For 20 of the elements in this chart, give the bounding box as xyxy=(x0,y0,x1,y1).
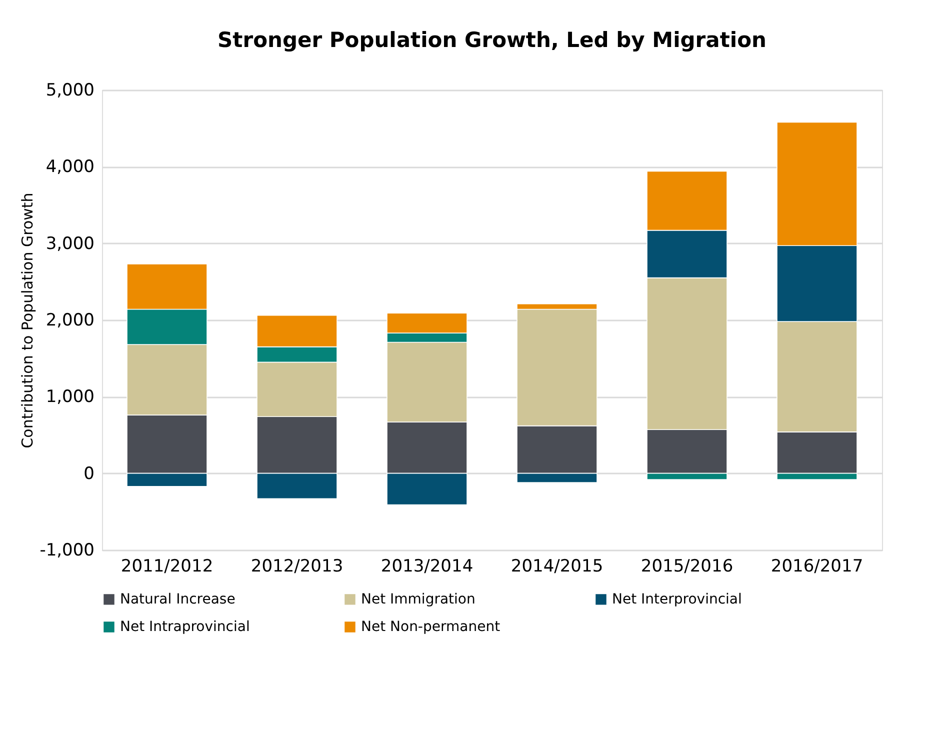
legend-label: Net Interprovincial xyxy=(612,591,742,608)
y-tick-label: 1,000 xyxy=(46,387,94,408)
legend-label: Net Non-permanent xyxy=(361,619,501,635)
x-tick-label: 2014/2015 xyxy=(510,556,604,576)
x-tick-label: 2011/2012 xyxy=(120,556,214,576)
y-axis-title: Contribution to Population Growth xyxy=(18,192,37,448)
y-tick-label: 4,000 xyxy=(46,157,94,178)
x-tick-label: 2016/2017 xyxy=(770,556,864,576)
y-tick-label: 5,000 xyxy=(46,80,94,100)
y-tick-label: 2,000 xyxy=(46,310,94,330)
chart-title: Stronger Population Growth, Led by Migration xyxy=(218,28,766,52)
legend-label: Net Intraprovincial xyxy=(120,619,250,635)
x-tick-label: 2013/2014 xyxy=(380,556,474,576)
x-tick-label: 2012/2013 xyxy=(250,556,344,576)
legend-label: Net Immigration xyxy=(361,591,476,608)
x-tick-label: 2015/2016 xyxy=(640,556,734,576)
y-tick-label: 0 xyxy=(84,464,94,484)
y-tick-label: 3,000 xyxy=(46,234,94,254)
legend-label: Natural Increase xyxy=(120,591,236,608)
y-tick-label: -1,000 xyxy=(40,540,94,560)
